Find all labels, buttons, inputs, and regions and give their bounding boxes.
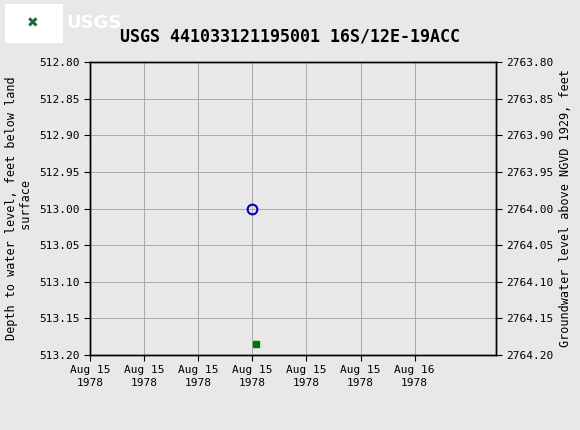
Y-axis label: Groundwater level above NGVD 1929, feet: Groundwater level above NGVD 1929, feet: [559, 70, 572, 347]
Text: ✖: ✖: [27, 16, 39, 30]
Bar: [5, 4, 63, 43]
Text: USGS: USGS: [67, 14, 122, 32]
Text: USGS 441033121195001 16S/12E-19ACC: USGS 441033121195001 16S/12E-19ACC: [120, 28, 460, 46]
Y-axis label: Depth to water level, feet below land
 surface: Depth to water level, feet below land su…: [5, 77, 34, 341]
